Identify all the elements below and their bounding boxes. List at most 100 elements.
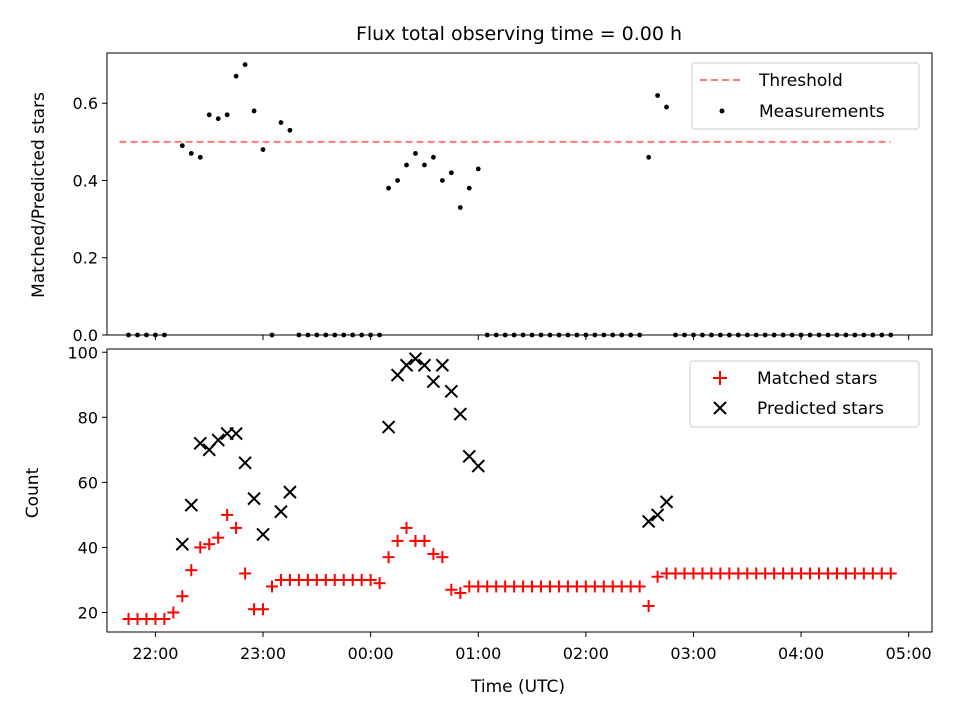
- x-tick-label: 04:00: [778, 644, 824, 663]
- predicted-star-point: [211, 433, 225, 447]
- predicted-legend-swatch: [713, 401, 727, 415]
- x-tick-label: 23:00: [240, 644, 286, 663]
- top-y-axis-label: Matched/Predicted stars: [29, 92, 49, 298]
- predicted-star-point: [229, 426, 243, 441]
- top-legend: Threshold Measurements: [691, 62, 920, 130]
- predicted-star-point: [444, 384, 459, 398]
- predicted-star-point: [399, 358, 414, 372]
- predicted-star-point: [247, 491, 261, 506]
- predicted-star-point: [453, 407, 468, 421]
- matched-star-point: [642, 599, 655, 612]
- measurement-point: [260, 147, 266, 152]
- top-plot: 0.0 0.2 0.4 0.6: [73, 52, 933, 345]
- measurement-point: [404, 162, 409, 168]
- predicted-star-point: [193, 436, 207, 451]
- x-tick-label: 03:00: [670, 644, 716, 663]
- x-axis-label: Time (UTC): [470, 677, 565, 697]
- bottom-legend: Matched stars Predicted stars: [689, 360, 920, 428]
- predicted-star-point: [641, 514, 656, 529]
- matched-star-point: [400, 521, 413, 534]
- predicted-star-point: [417, 358, 432, 372]
- top-y-tick-label: 0.6: [73, 94, 98, 113]
- bottom-y-axis-label: Count: [23, 467, 43, 518]
- bottom-y-tick-label: 60: [78, 473, 98, 492]
- measurement-point: [251, 108, 257, 114]
- top-y-tick-label: 0.4: [73, 171, 98, 190]
- measurement-point: [422, 162, 427, 168]
- measurement-point: [278, 120, 284, 125]
- measurement-point: [466, 185, 472, 191]
- matched-star-point: [884, 567, 897, 580]
- bottom-plot: 20 40 60 80 100 22:00 23:00 00:00 01:00 02:00 03:0…: [67, 343, 933, 663]
- measurement-point: [386, 185, 391, 191]
- measurement-point: [233, 73, 239, 79]
- predicted-star-point: [435, 358, 450, 372]
- predicted-star-point: [175, 537, 190, 551]
- matched-star-point: [239, 567, 252, 580]
- matched-star-point: [373, 577, 386, 590]
- matched-star-point: [158, 612, 171, 625]
- matched-star-point: [633, 580, 646, 593]
- predicted-star-point: [256, 527, 270, 542]
- matched-star-point: [257, 603, 270, 616]
- matched-star-point: [221, 508, 234, 521]
- predicted-star-point: [283, 485, 297, 499]
- measurement-point: [197, 154, 203, 160]
- matched-star-point: [436, 551, 449, 564]
- matched-star-point: [427, 547, 440, 560]
- measurement-point: [655, 93, 660, 98]
- measurement-point: [395, 178, 400, 183]
- matched-legend-label: Matched stars: [757, 369, 877, 389]
- matched-star-point: [382, 551, 395, 564]
- matched-star-point: [203, 538, 216, 551]
- measurement-point: [439, 178, 445, 183]
- matched-star-point: [266, 580, 278, 593]
- predicted-star-point: [650, 508, 665, 522]
- matched-star-point: [176, 590, 189, 603]
- predicted-star-point: [184, 498, 199, 512]
- measurement-point: [475, 166, 481, 172]
- x-tick-label: 02:00: [563, 644, 609, 663]
- bottom-y-tick-label: 100: [67, 343, 98, 362]
- matched-star-point: [212, 531, 225, 544]
- bottom-plot-frame: [106, 348, 933, 633]
- matched-star-point: [454, 586, 467, 599]
- matched-legend-swatch: [713, 371, 727, 385]
- matched-star-point: [651, 570, 664, 583]
- chart-title: Flux total observing time = 0.00 h: [356, 23, 682, 45]
- measurement-point: [448, 170, 454, 176]
- predicted-star-point: [471, 459, 485, 473]
- predicted-star-point: [274, 504, 288, 519]
- bottom-y-tick-label: 20: [78, 603, 98, 622]
- x-tick-label: 22:00: [132, 644, 178, 663]
- predicted-legend-label: Predicted stars: [757, 399, 884, 419]
- predicted-star-point: [408, 352, 423, 366]
- measurement-point: [431, 154, 436, 160]
- top-y-tick-label: 0.0: [73, 326, 98, 345]
- measurement-point: [206, 112, 212, 118]
- measurement-point: [287, 127, 293, 133]
- x-tick-label: 00:00: [348, 644, 394, 663]
- matched-star-point: [167, 606, 180, 619]
- measurement-point: [457, 205, 463, 210]
- measurement-point: [664, 104, 669, 110]
- bottom-y-tick-label: 40: [78, 538, 98, 557]
- predicted-star-point: [426, 374, 441, 389]
- matched-star-point: [230, 521, 243, 534]
- predicted-star-point: [238, 456, 252, 470]
- measurement-point: [179, 143, 185, 149]
- matched-star-point: [418, 534, 431, 547]
- bottom-y-tick-label: 80: [78, 408, 98, 427]
- matched-star-point: [445, 583, 458, 596]
- x-tick-label: 01:00: [455, 644, 501, 663]
- measurement-point: [224, 112, 230, 118]
- measurement-point: [413, 151, 418, 156]
- top-plot-frame: [106, 52, 933, 336]
- measurements-legend-label: Measurements: [759, 102, 885, 122]
- predicted-star-point: [659, 495, 674, 509]
- measurement-point: [215, 116, 221, 122]
- measurement-point: [242, 62, 248, 67]
- measurements-legend-swatch: [719, 108, 725, 114]
- top-y-tick-label: 0.2: [73, 249, 98, 268]
- x-tick-label: 05:00: [886, 644, 932, 663]
